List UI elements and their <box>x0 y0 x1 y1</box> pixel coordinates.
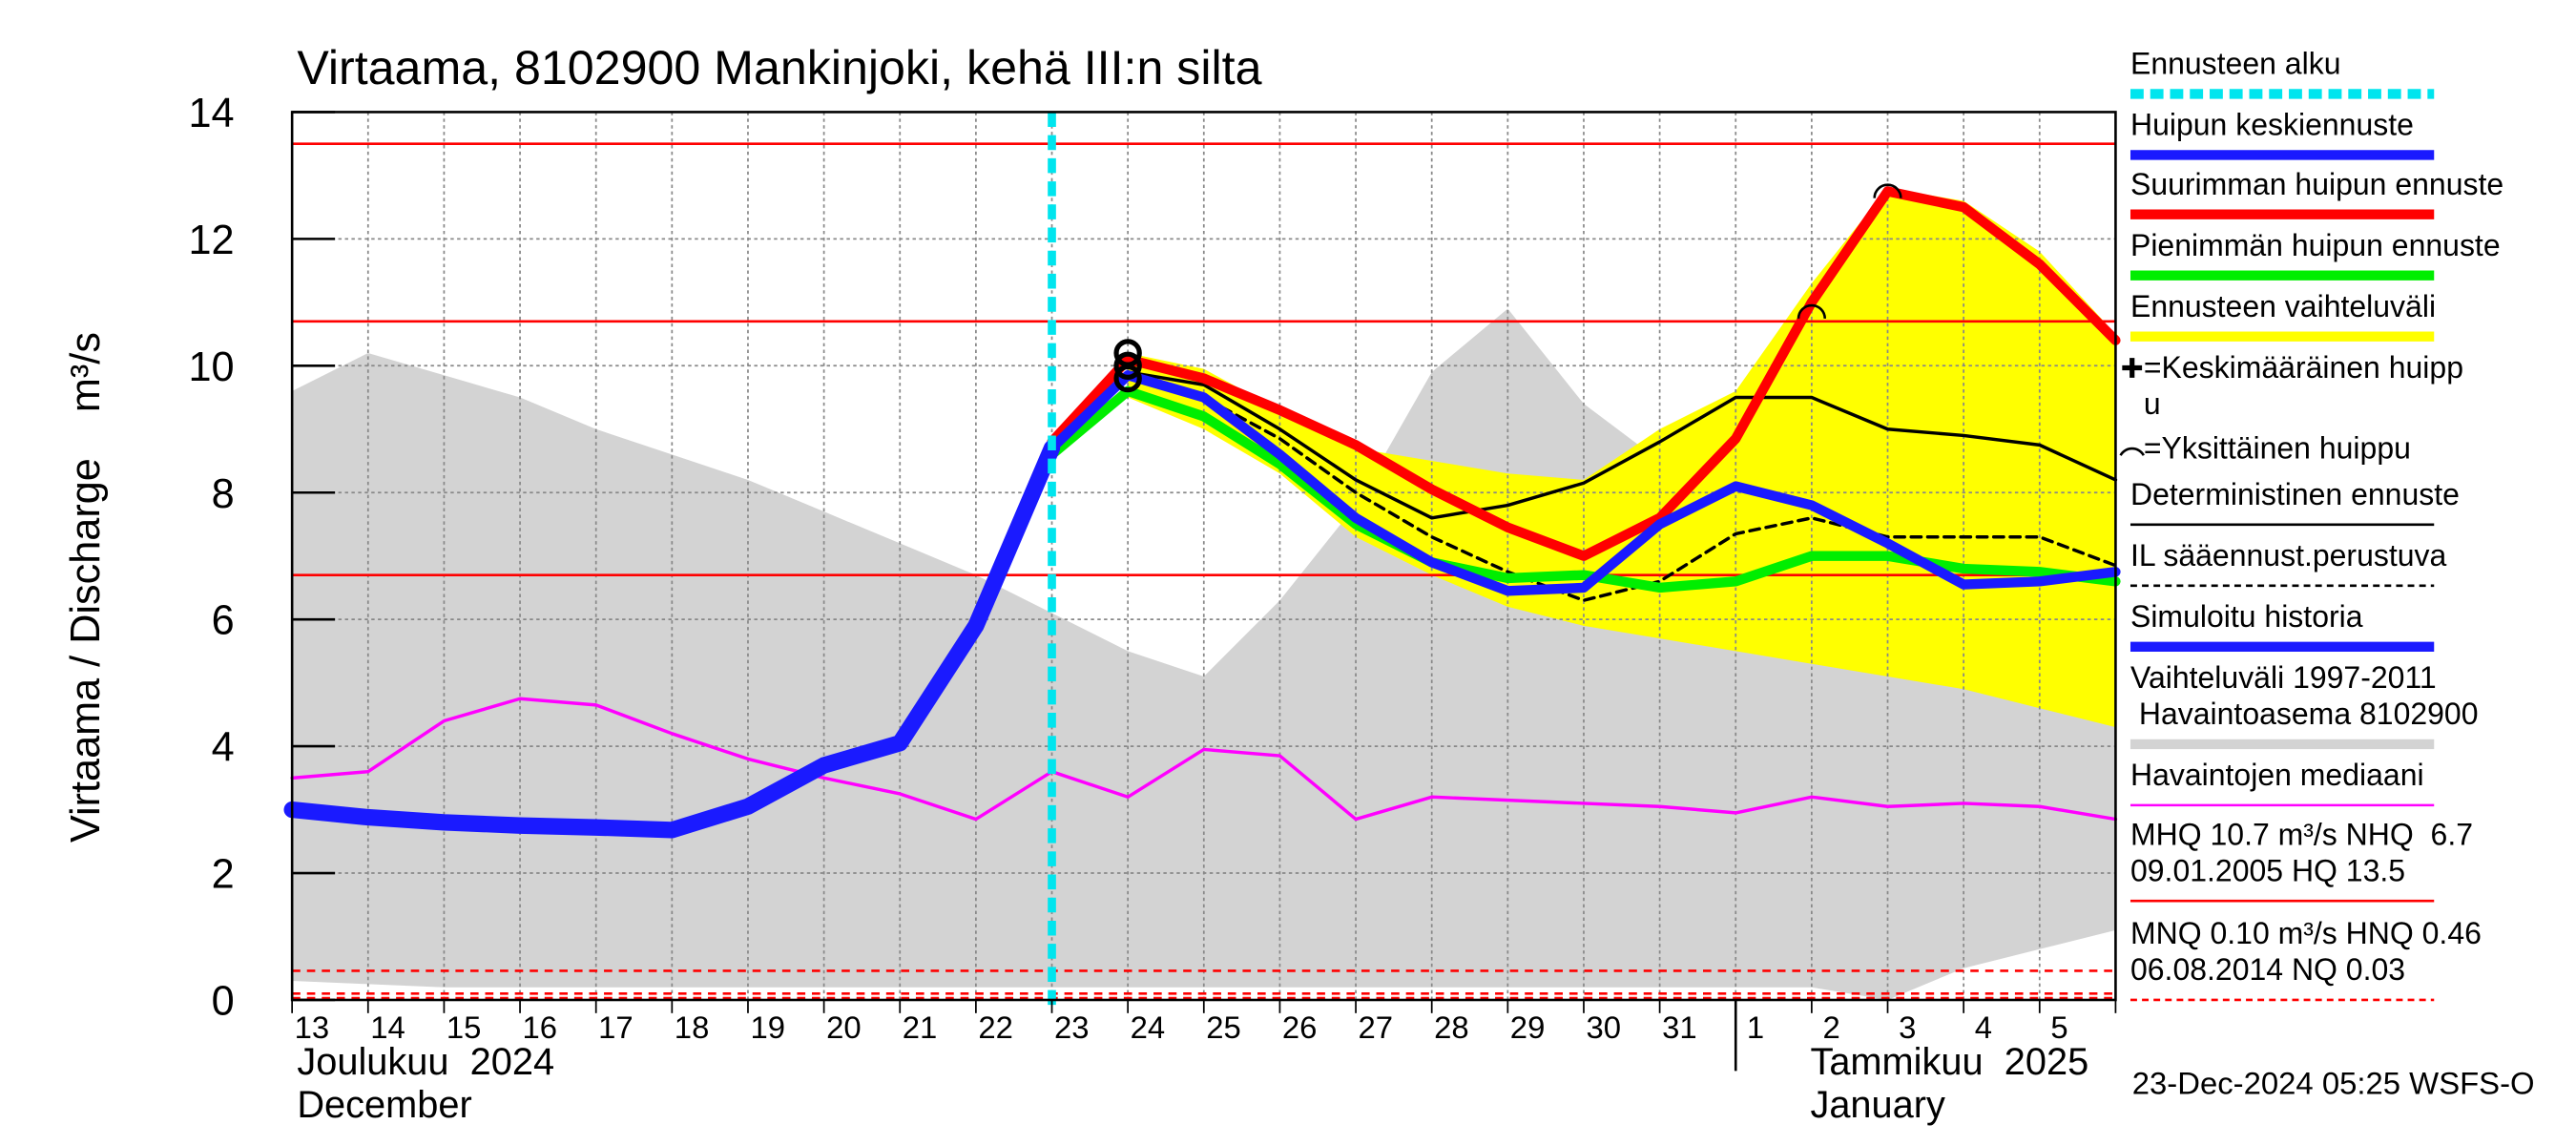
legend-label: Huipun keskiennuste <box>2130 108 2414 142</box>
legend-label: Suurimman huipun ennuste <box>2130 167 2503 201</box>
legend-plus <box>2122 358 2143 378</box>
series-line <box>1047 385 2121 593</box>
x-tick-label: 21 <box>903 1010 938 1045</box>
legend-label: Havaintojen mediaani <box>2130 758 2424 792</box>
x-tick-label: 25 <box>1206 1010 1241 1045</box>
x-tick-label: 17 <box>598 1010 634 1045</box>
x-tick-label: 20 <box>826 1010 862 1045</box>
legend-label: Ennusteen vaihteluväli <box>2130 289 2436 323</box>
footer: 23-Dec-2024 05:25 WSFS-O <box>2132 1066 2535 1101</box>
x-tick-label: 28 <box>1434 1010 1469 1045</box>
month-label-en: January <box>1810 1084 1945 1126</box>
x-tick-label: 13 <box>295 1010 330 1045</box>
y-tick-label: 12 <box>189 218 235 263</box>
y-axis-label: Virtaama / Discharge m³/s <box>63 332 109 843</box>
y-tick-label: 14 <box>189 91 235 136</box>
month-label: Joulukuu 2024 <box>297 1041 554 1083</box>
y-tick-label: 10 <box>189 344 235 390</box>
x-tick-label: 22 <box>978 1010 1013 1045</box>
legend-label: 09.01.2005 HQ 13.5 <box>2130 853 2405 887</box>
legend-label: IL sääennust.perustuva <box>2130 538 2447 572</box>
legend-label: 06.08.2014 NQ 0.03 <box>2130 952 2405 987</box>
x-tick-label: 31 <box>1662 1010 1697 1045</box>
legend-label: Havaintoasema 8102900 <box>2130 697 2479 731</box>
series-line <box>1126 376 2118 602</box>
legend-arc <box>2119 447 2145 456</box>
legend-label: =Keskimääräinen huipp <box>2144 350 2463 385</box>
x-tick-label: 5 <box>2050 1010 2067 1045</box>
x-tick-label: 27 <box>1359 1010 1394 1045</box>
month-label-en: December <box>297 1084 471 1126</box>
x-tick-label: 14 <box>370 1010 405 1045</box>
chart-title: Virtaama, 8102900 Mankinjoki, kehä III:n… <box>297 41 1261 94</box>
x-tick-label: 26 <box>1282 1010 1318 1045</box>
series-line <box>290 697 2118 822</box>
mean-peak <box>1113 351 1142 381</box>
legend-label: Deterministinen ennuste <box>2130 477 2460 511</box>
x-tick-label: 24 <box>1131 1010 1166 1045</box>
y-tick-label: 0 <box>212 979 235 1025</box>
legend-label: u <box>2144 386 2161 421</box>
x-tick-label: 1 <box>1747 1010 1764 1045</box>
legend-label: Vaihteluväli 1997-2011 <box>2130 660 2437 695</box>
range-band <box>1128 188 2116 728</box>
series-line <box>1049 370 2118 520</box>
month-label: Tammikuu 2025 <box>1810 1041 2088 1083</box>
legend-label: Pienimmän huipun ennuste <box>2130 228 2501 262</box>
x-tick-label: 3 <box>1899 1010 1916 1045</box>
x-tick-label: 2 <box>1822 1010 1839 1045</box>
y-tick-label: 6 <box>212 598 235 644</box>
legend-label: Ennusteen alku <box>2130 47 2341 81</box>
series-line <box>283 440 1061 839</box>
series-line <box>1047 186 2121 561</box>
x-tick-label: 15 <box>447 1010 482 1045</box>
x-tick-label: 16 <box>523 1010 558 1045</box>
x-tick-label: 29 <box>1510 1010 1546 1045</box>
x-tick-label: 18 <box>675 1010 710 1045</box>
x-tick-label: 4 <box>1975 1010 1992 1045</box>
x-tick-label: 19 <box>750 1010 785 1045</box>
series-line <box>1047 370 2121 596</box>
x-tick-label: 30 <box>1586 1010 1621 1045</box>
x-tick-label: 23 <box>1054 1010 1090 1045</box>
legend-label: MNQ 0.10 m³/s HNQ 0.46 <box>2130 916 2482 950</box>
y-tick-label: 4 <box>212 725 235 771</box>
single-peak <box>1873 183 1902 198</box>
y-tick-label: 8 <box>212 471 235 517</box>
legend-label: MHQ 10.7 m³/s NHQ 6.7 <box>2130 817 2473 851</box>
y-tick-label: 2 <box>212 852 235 898</box>
mean-peak <box>1113 339 1142 367</box>
legend-label: =Yksittäinen huippu <box>2144 431 2411 466</box>
legend-label: Simuloitu historia <box>2130 599 2363 634</box>
single-peak <box>1797 303 1827 319</box>
